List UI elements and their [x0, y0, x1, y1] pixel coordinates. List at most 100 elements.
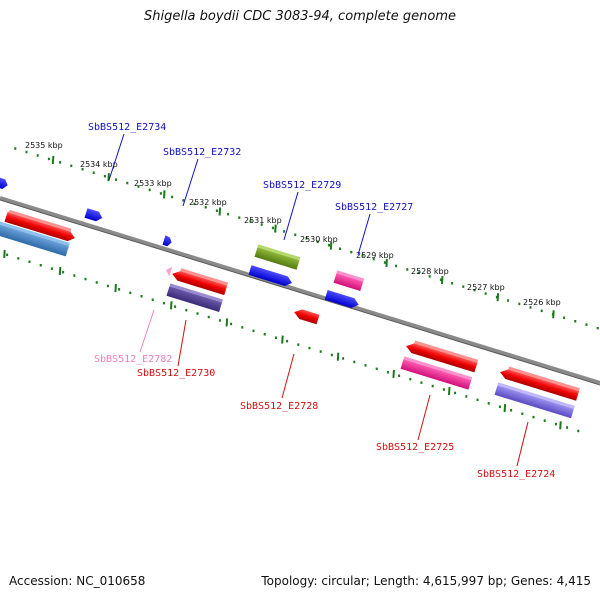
gene-arrow[interactable]: [165, 265, 173, 277]
tick-dot: [171, 195, 174, 199]
tick-dot: [174, 305, 177, 308]
gene-block[interactable]: [166, 283, 223, 312]
gene-label[interactable]: SbBS512_E2729: [263, 180, 341, 191]
tick-dot: [227, 212, 230, 216]
tick-dot: [59, 161, 62, 164]
tick-major: [218, 207, 222, 216]
tick-dot: [28, 260, 31, 263]
scale-label: 2531 kbp: [244, 216, 282, 225]
tick-dot: [462, 285, 465, 288]
gene-arrow[interactable]: [293, 307, 320, 325]
tick-dot: [398, 374, 401, 377]
tick-dot: [182, 199, 185, 202]
tick-dot: [339, 247, 342, 250]
tick-dot: [596, 326, 599, 330]
tick-major: [392, 369, 395, 378]
gene-block[interactable]: [254, 244, 301, 270]
gene-arrow[interactable]: [324, 290, 360, 310]
gene-block[interactable]: [333, 270, 365, 292]
tick-dot: [17, 257, 20, 260]
tick-dot: [518, 302, 521, 306]
gene-arrow[interactable]: [248, 265, 294, 287]
tick-dot: [204, 206, 207, 209]
tick-dot: [383, 261, 386, 264]
gene-label[interactable]: SbBS512_E2734: [88, 122, 166, 133]
gene-label[interactable]: SbBS512_E2732: [163, 147, 241, 158]
tick-dot: [25, 150, 28, 154]
tick-dot: [532, 415, 535, 419]
scale-label: 2529 kbp: [356, 251, 394, 260]
tick-dot: [406, 268, 409, 271]
tick-dot: [36, 154, 39, 157]
tick-dot: [510, 409, 513, 412]
tick-major: [163, 190, 166, 199]
tick-dot: [417, 271, 420, 275]
tick-dot: [386, 371, 389, 374]
gene-label[interactable]: SbBS512_E2724: [477, 469, 555, 480]
gene-block[interactable]: [405, 338, 479, 373]
gene-arrow[interactable]: [162, 235, 174, 247]
tick-major: [336, 352, 340, 361]
tick-dot: [196, 312, 199, 315]
tick-dot: [563, 316, 566, 319]
tick-dot: [316, 240, 319, 243]
tick-dot: [521, 412, 524, 415]
map-title: Shigella boydii CDC 3083-94, complete ge…: [143, 9, 457, 24]
gene-block[interactable]: [494, 382, 575, 419]
genome-summary-text: Topology: circular; Length: 4,615,997 bp…: [261, 574, 591, 588]
tick-dot: [185, 308, 188, 312]
tick-dot: [439, 278, 442, 281]
tick-dot: [14, 147, 17, 150]
tick-dot: [375, 367, 378, 371]
tick-dot: [148, 188, 151, 192]
gene-block[interactable]: [0, 220, 70, 257]
tick-dot: [431, 384, 434, 388]
tick-dot: [249, 219, 252, 223]
tick-dot: [395, 264, 398, 268]
scale-label: 2530 kbp: [300, 235, 338, 244]
tick-dot: [252, 329, 255, 333]
gene-label[interactable]: SbBS512_E2727: [335, 202, 413, 213]
tick-dot: [577, 429, 580, 433]
tick-dot: [151, 298, 154, 301]
tick-dot: [330, 353, 333, 357]
tick-dot: [428, 275, 431, 278]
tick-major: [441, 275, 444, 285]
tick-dot: [218, 319, 221, 322]
tick-dot: [465, 395, 468, 398]
tick-dot: [566, 426, 569, 429]
tick-dot: [215, 209, 218, 212]
tick-dot: [451, 282, 454, 285]
tick-dot: [484, 292, 487, 295]
tick-dot: [81, 168, 84, 171]
tick-major: [503, 404, 507, 413]
tick-major: [281, 335, 284, 344]
tick-dot: [529, 306, 532, 309]
tick-dot: [274, 336, 277, 339]
tick-dot: [92, 171, 95, 174]
tick-dot: [271, 226, 274, 230]
tick-dot: [118, 288, 121, 291]
tick-dot: [137, 185, 140, 188]
gene-label[interactable]: SbBS512_E2725: [376, 442, 454, 453]
tick-major: [552, 310, 555, 319]
tick-dot: [84, 277, 87, 281]
tick-dot: [50, 267, 53, 270]
scale-label: 2535 kbp: [25, 141, 63, 150]
gene-block[interactable]: [400, 356, 473, 390]
gene-block[interactable]: [4, 209, 78, 243]
gene-block[interactable]: [499, 364, 580, 401]
gene-arrow[interactable]: [0, 176, 9, 190]
tick-major: [225, 318, 229, 327]
tick-major: [274, 224, 277, 233]
tick-dot: [409, 377, 412, 381]
gene-arrow[interactable]: [84, 208, 104, 223]
gene-label[interactable]: SbBS512_E2730: [137, 368, 215, 379]
scale-label: 2532 kbp: [189, 198, 227, 207]
tick-dot: [283, 230, 286, 233]
tick-dot: [364, 364, 367, 367]
gene-label[interactable]: SbBS512_E2782: [94, 354, 172, 365]
gene-block[interactable]: [171, 266, 229, 296]
tick-dot: [95, 281, 98, 284]
gene-label[interactable]: SbBS512_E2728: [240, 401, 318, 412]
